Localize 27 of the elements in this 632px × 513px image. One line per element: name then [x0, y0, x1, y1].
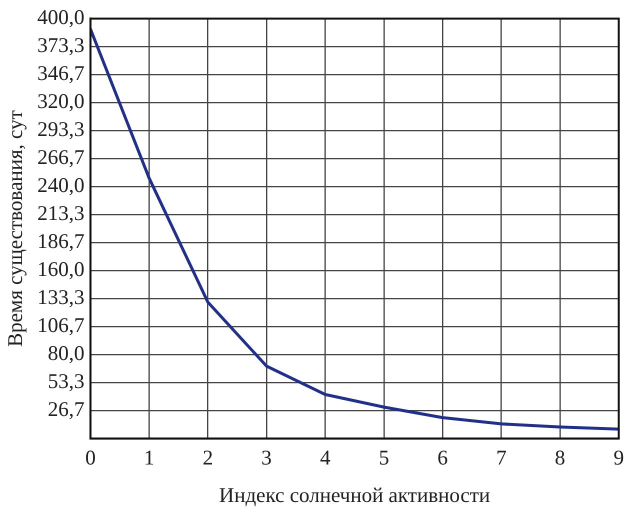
y-tick-label: 53,3 — [48, 369, 84, 394]
x-tick-label: 4 — [320, 446, 331, 470]
y-tick-label: 213,3 — [37, 201, 84, 226]
x-tick-label: 7 — [496, 446, 507, 470]
y-tick-label: 80,0 — [48, 341, 84, 366]
y-tick-label: 320,0 — [37, 89, 84, 114]
y-axis-title: Время существования, сут — [3, 110, 28, 347]
y-tick-label: 240,0 — [37, 173, 84, 198]
y-tick-label: 293,3 — [37, 117, 84, 142]
y-tick-label: 26,7 — [48, 397, 84, 422]
x-tick-label: 1 — [144, 446, 154, 470]
y-tick-label: 266,7 — [37, 145, 84, 170]
y-tick-label: 186,7 — [37, 229, 84, 254]
x-tick-label: 5 — [378, 446, 390, 470]
y-tick-label: 133,3 — [37, 285, 84, 310]
y-tick-label: 160,0 — [37, 257, 84, 282]
y-tick-label: 400,0 — [37, 5, 84, 30]
x-tick-label: 9 — [614, 446, 624, 470]
y-tick-label: 106,7 — [37, 313, 84, 338]
y-tick-label: 346,7 — [37, 61, 84, 86]
x-tick-label: 3 — [261, 446, 272, 470]
x-tick-label: 0 — [85, 446, 96, 470]
x-tick-label: 6 — [437, 446, 448, 470]
x-axis-title: Индекс солнечной активности — [219, 482, 490, 507]
x-tick-label: 2 — [202, 446, 214, 470]
x-tick-label: 8 — [554, 446, 566, 470]
y-tick-label: 373,3 — [37, 33, 84, 58]
